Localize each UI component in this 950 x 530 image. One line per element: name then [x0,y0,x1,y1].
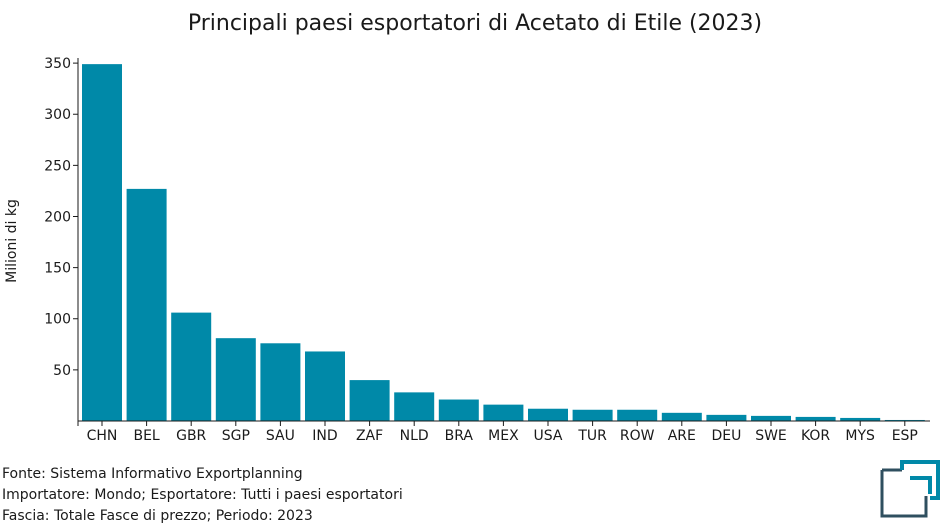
footer-source: Fonte: Sistema Informativo Exportplannin… [2,466,303,482]
x-tick-label-usa: USA [534,428,563,444]
footer-importer: Importatore: Mondo; Esportatore: Tutti i… [2,487,403,503]
bar-are [661,412,702,421]
x-tick-label-ind: IND [312,428,337,444]
x-tick-label-esp: ESP [892,428,918,444]
chart-title: Principali paesi esportatori di Acetato … [188,11,762,36]
x-tick-label-kor: KOR [801,428,830,444]
x-tick-label-swe: SWE [755,428,787,444]
footer-range: Fascia: Totale Fasce di prezzo; Periodo:… [2,508,313,524]
y-axis-label: Milioni di kg [4,199,20,283]
y-tick-label-150: 150 [44,261,71,277]
x-tick-label-row: ROW [620,428,655,444]
bar-bel [126,188,167,421]
x-tick-label-are: ARE [668,428,696,444]
y-tick-label-50: 50 [53,363,71,379]
y-tick-label-350: 350 [44,56,71,72]
bar-zaf [349,380,390,421]
y-tick-label-100: 100 [44,312,71,328]
x-tick-label-sgp: SGP [222,428,250,444]
x-tick-label-tur: TUR [577,428,607,444]
bar-esp [884,419,925,421]
bars-group [82,64,925,422]
bar-chart: Principali paesi esportatori di Acetato … [4,11,930,444]
exportplanning-logo-icon [880,460,940,518]
y-tick-label-200: 200 [44,209,71,225]
y-tick-label-250: 250 [44,158,71,174]
x-tick-label-nld: NLD [400,428,429,444]
bar-tur [572,409,613,421]
bar-sgp [215,338,256,421]
x-tick-label-bel: BEL [133,428,159,444]
bar-chn [82,64,122,422]
bar-usa [528,408,568,421]
bar-deu [706,414,747,421]
x-tick-label-zaf: ZAF [356,428,383,444]
x-tick-label-sau: SAU [266,428,295,444]
bar-sau [260,343,301,421]
bar-nld [394,392,435,421]
x-axis: CHN BEL GBR SGP SAU IND ZAF NLD BRA MEX USA TUR ROW A… [77,420,930,444]
x-tick-label-bra: BRA [445,428,474,444]
x-tick-label-mys: MYS [845,428,875,444]
x-tick-label-deu: DEU [711,428,741,444]
x-tick-label-mex: MEX [488,428,519,444]
y-axis: 50 100 150 200 250 300 350 [44,56,79,421]
bar-bra [438,399,479,421]
bar-row [617,409,658,421]
y-tick-label-300: 300 [44,107,71,123]
bar-gbr [171,312,212,421]
bar-swe [751,415,791,421]
bar-ind [305,351,345,421]
bar-mex [483,404,524,421]
bar-mys [840,417,881,421]
x-tick-label-gbr: GBR [176,428,206,444]
x-tick-label-chn: CHN [87,428,118,444]
bar-kor [795,416,836,421]
